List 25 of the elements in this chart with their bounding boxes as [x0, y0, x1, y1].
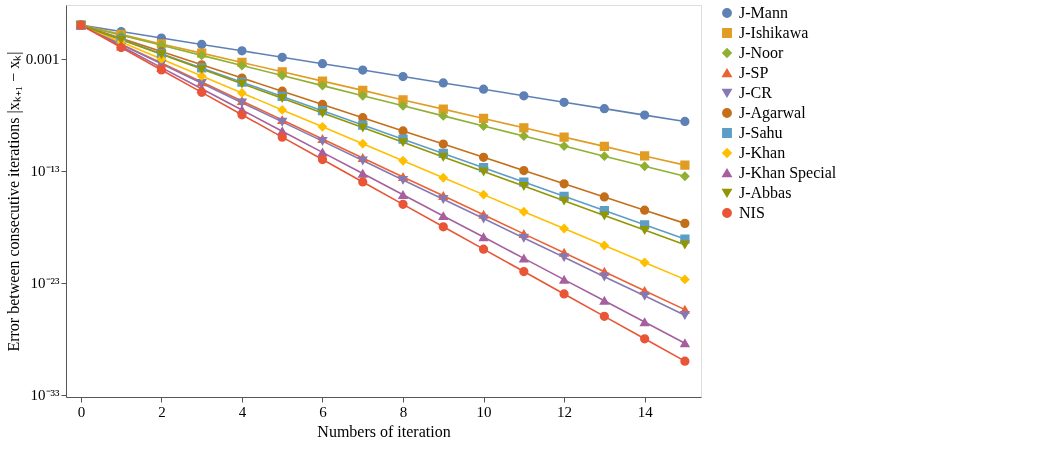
legend-label: J-Khan — [739, 144, 786, 161]
legend-label: J-Mann — [739, 4, 788, 21]
legend-label: NIS — [739, 204, 765, 221]
x-tick-label: 4 — [238, 403, 247, 420]
x-tick-label: 6 — [319, 403, 328, 420]
x-tick-label: 10 — [476, 403, 492, 420]
x-tick-label: 2 — [158, 403, 166, 420]
x-tick-label: 14 — [637, 403, 654, 420]
legend-label: J-Sahu — [739, 124, 783, 141]
legend-label: J-Ishikawa — [739, 24, 809, 41]
y-axis-title: Error between consecutive iterations |xₖ₊₁ − xₖ| — [4, 51, 23, 352]
y-tick-label: 10⁻²³ — [30, 275, 60, 292]
x-tick-label: 12 — [557, 403, 573, 420]
y-tick-label: 0.001 — [25, 51, 60, 68]
y-tick-label: 10⁻³³ — [30, 387, 60, 404]
legend-label: J-Abbas — [739, 184, 792, 201]
legend-label: J-CR — [739, 84, 773, 101]
legend-label: J-SP — [739, 64, 769, 81]
legend-label: J-Khan Special — [739, 164, 837, 182]
legend-label: J-Agarwal — [739, 104, 807, 122]
x-axis-title: Numbers of iteration — [317, 422, 451, 440]
x-tick-label: 0 — [77, 403, 86, 420]
x-tick-label: 8 — [399, 403, 408, 420]
y-tick-label: 10⁻¹³ — [30, 163, 60, 180]
legend-label: J-Noor — [739, 44, 785, 61]
